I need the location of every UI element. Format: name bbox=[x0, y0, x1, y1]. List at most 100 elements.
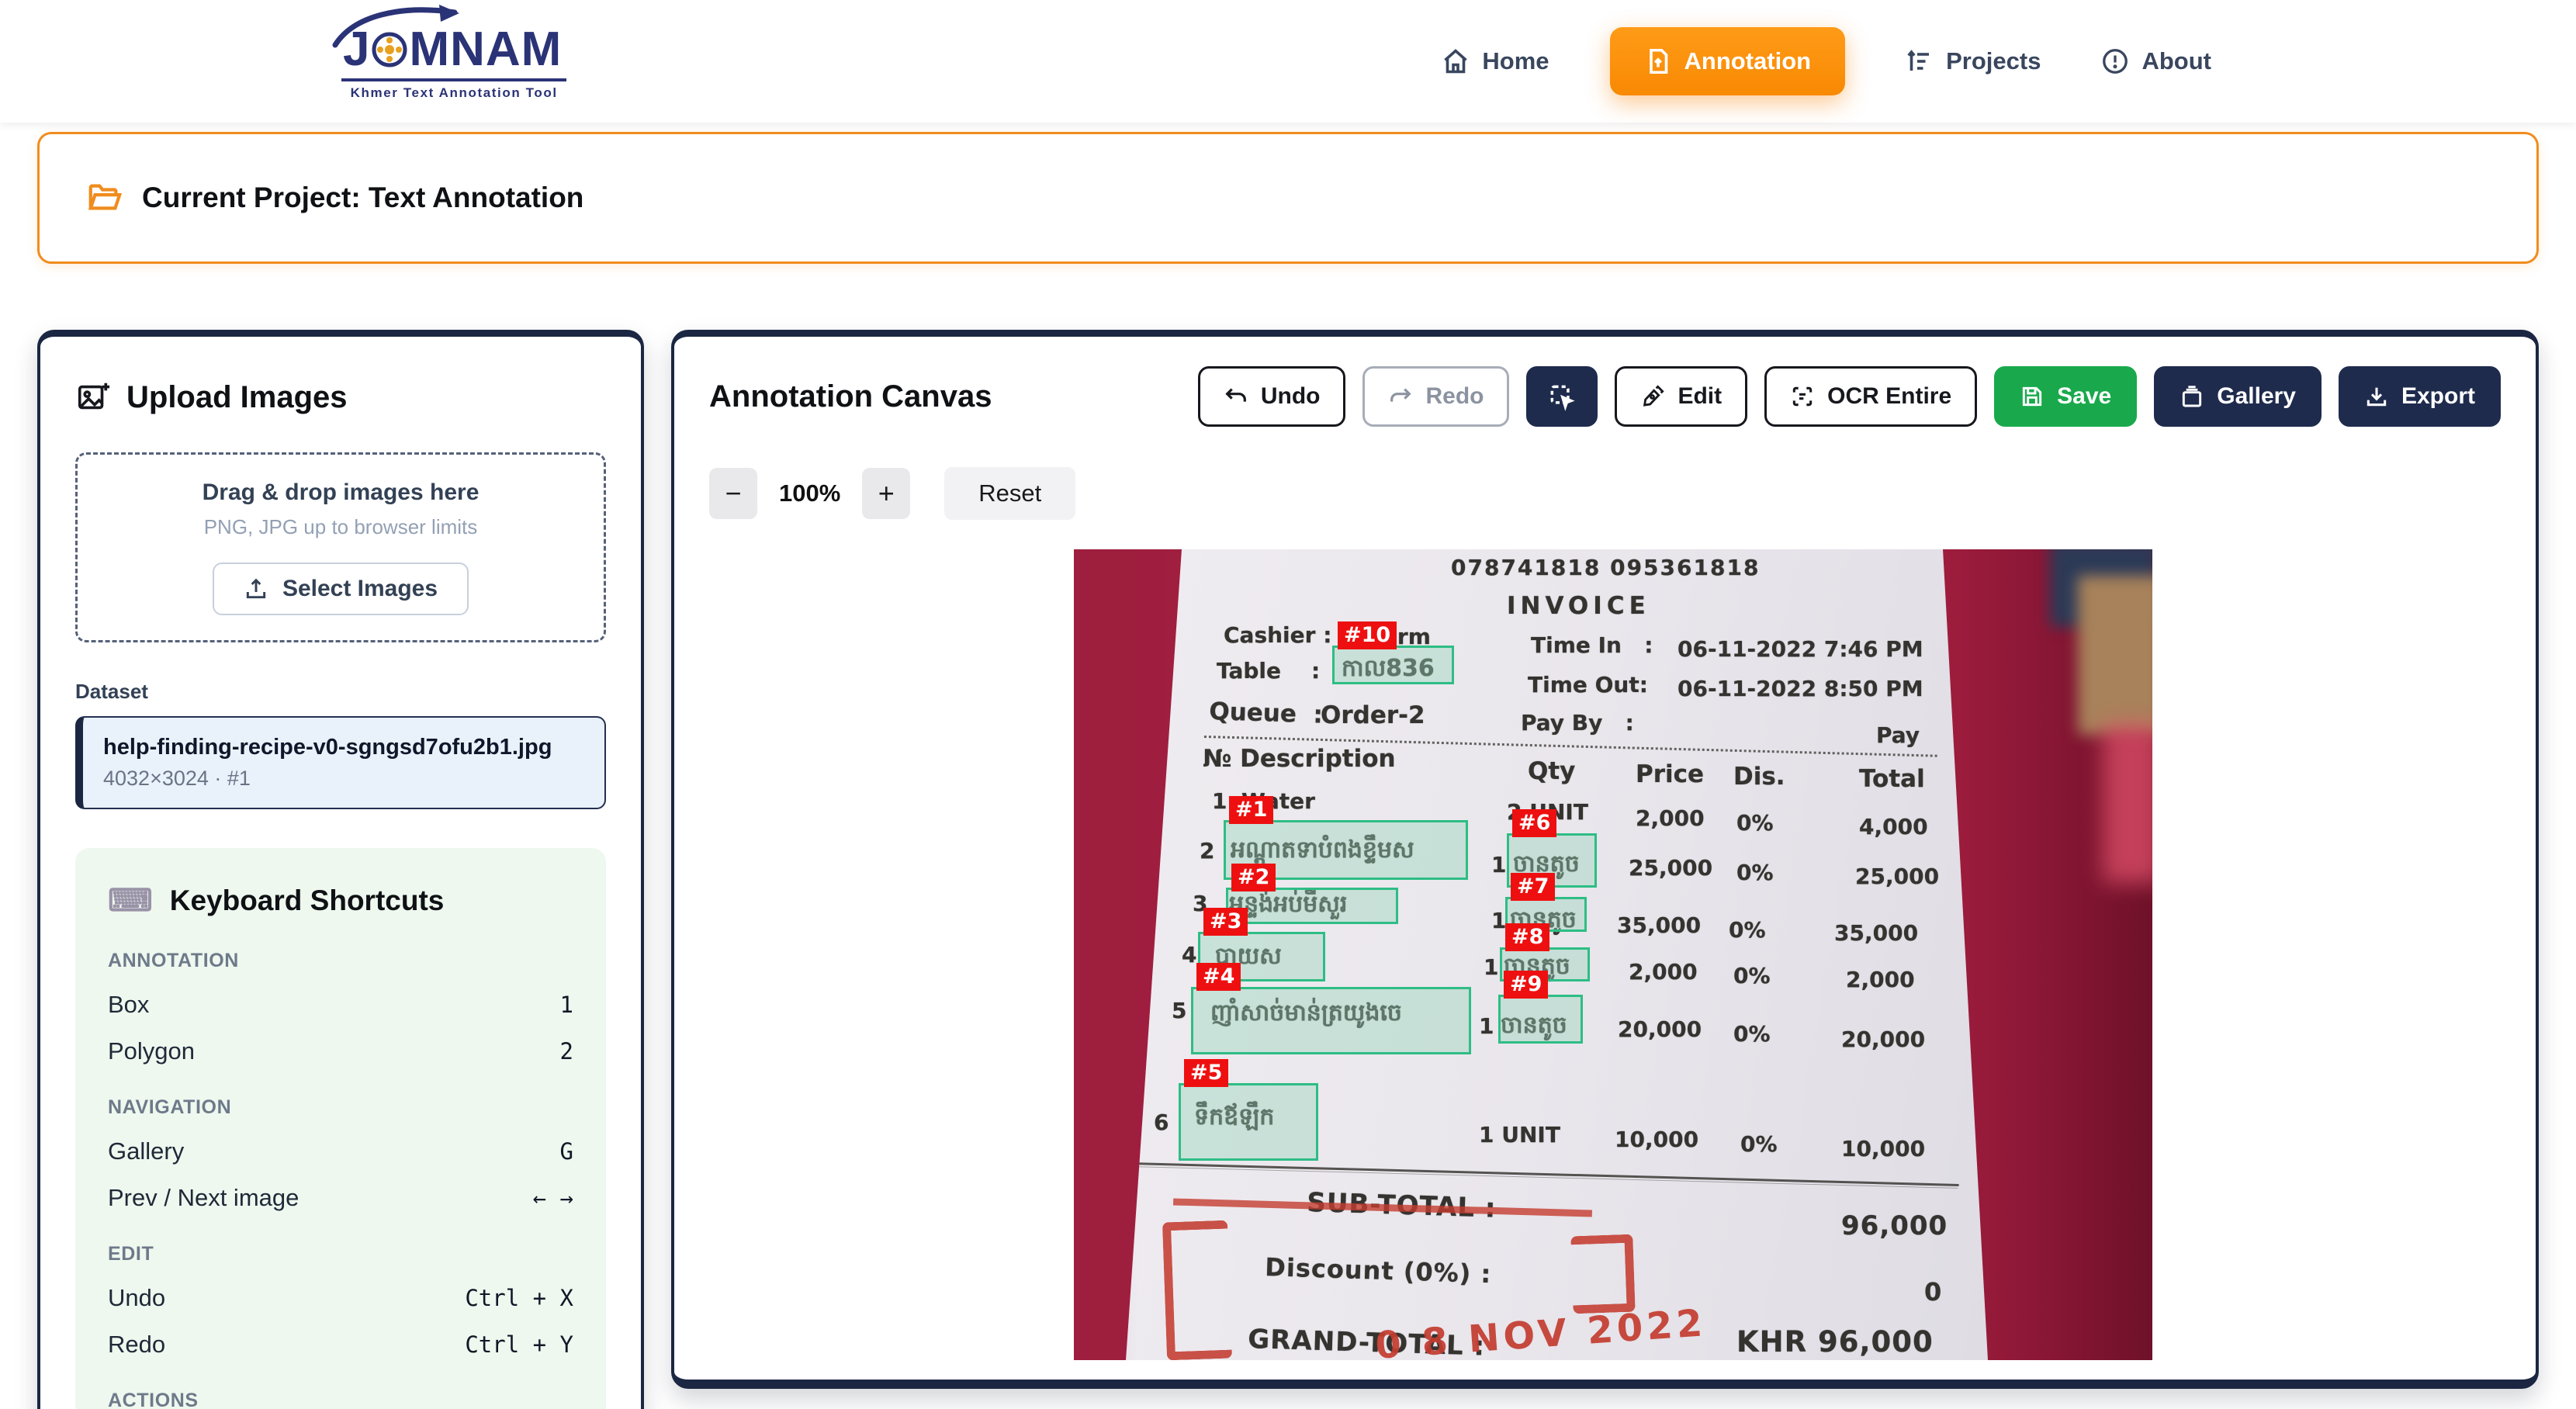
shortcut-section-annotation: ANNOTATION bbox=[108, 950, 239, 971]
app-logo[interactable]: J MNAM Khmer Text Annotation Tool bbox=[332, 5, 567, 101]
receipt-col-dis: Dis. bbox=[1733, 763, 1785, 791]
receipt-cell: 2,000 bbox=[1629, 959, 1698, 985]
nav-menu: Home Annotation Projects About bbox=[1442, 27, 2211, 95]
pen-nib-icon bbox=[1643, 385, 1665, 407]
shortcut-row: Box 1 bbox=[108, 991, 573, 1019]
nav-item-annotation[interactable]: Annotation bbox=[1609, 27, 1846, 95]
annotation-box[interactable] bbox=[1498, 995, 1583, 1044]
logo-swoosh-arrow-icon bbox=[331, 2, 486, 48]
photo-background-object bbox=[2078, 576, 2152, 735]
annotation-tag[interactable]: #1 bbox=[1229, 796, 1274, 824]
receipt-cashier-label: Cashier : bbox=[1224, 622, 1332, 648]
receipt-cell: 1 bbox=[1484, 954, 1499, 980]
stamp-mark bbox=[1172, 1198, 1593, 1217]
select-images-button[interactable]: Select Images bbox=[212, 563, 469, 615]
dataset-file-meta: 4032×3024 · #1 bbox=[103, 767, 251, 790]
receipt-cell: 2 bbox=[1200, 838, 1215, 864]
annotation-box[interactable] bbox=[1198, 932, 1325, 981]
logo-letters-mnam: MNAM bbox=[409, 23, 563, 76]
receipt-cell: 0% bbox=[1740, 1131, 1778, 1157]
select-images-label: Select Images bbox=[282, 576, 438, 601]
redo-button[interactable]: Redo bbox=[1362, 366, 1510, 427]
export-button[interactable]: Export bbox=[2338, 366, 2501, 427]
receipt-queue-value: Order-2 bbox=[1321, 701, 1425, 729]
annotation-tag[interactable]: #9 bbox=[1504, 971, 1549, 999]
zoom-out-button[interactable]: − bbox=[709, 468, 757, 519]
annotation-image-canvas[interactable]: 078741818 095361818 INVOICE Cashier : ar… bbox=[1074, 549, 2152, 1360]
receipt-grandtotal-value: KHR 96,000 bbox=[1736, 1325, 1934, 1359]
shortcut-label: Box bbox=[108, 991, 150, 1018]
save-button[interactable]: Save bbox=[1994, 366, 2138, 427]
shortcut-key: 2 bbox=[559, 1038, 573, 1065]
receipt-col-qty: Qty bbox=[1528, 757, 1576, 785]
receipt-cell: 35,000 bbox=[1617, 912, 1702, 938]
receipt-cell: 6 bbox=[1154, 1110, 1169, 1135]
stamp-date: 0 8 NOV 2022 bbox=[1373, 1301, 1708, 1360]
shortcut-row: Prev / Next image ← → bbox=[108, 1184, 573, 1212]
receipt-timein-label: Time In : bbox=[1531, 632, 1653, 658]
save-icon bbox=[2023, 386, 2042, 407]
annotation-tag[interactable]: #8 bbox=[1505, 923, 1550, 951]
receipt-cell: 25,000 bbox=[1629, 855, 1713, 881]
annotation-tag[interactable]: #5 bbox=[1184, 1059, 1229, 1087]
dataset-file-item[interactable]: help-finding-recipe-v0-sgngsd7ofu2b1.jpg… bbox=[75, 716, 606, 809]
receipt-cell: 20,000 bbox=[1618, 1016, 1702, 1042]
dropzone-hint: PNG, JPG up to browser limits bbox=[203, 515, 478, 538]
redo-icon bbox=[1390, 388, 1412, 402]
undo-button[interactable]: Undo bbox=[1197, 366, 1346, 427]
ocr-scan-icon bbox=[1792, 386, 1813, 407]
about-info-icon bbox=[2103, 49, 2128, 74]
dropzone[interactable]: Drag & drop images here PNG, JPG up to b… bbox=[75, 452, 606, 642]
receipt-col-total: Total bbox=[1859, 765, 1925, 793]
annotation-tag[interactable]: #7 bbox=[1511, 873, 1556, 901]
photo-background-object bbox=[2103, 724, 2152, 883]
annotation-box[interactable] bbox=[1226, 888, 1398, 924]
receipt-cell: 2,000 bbox=[1846, 967, 1915, 992]
logo-subtitle: Khmer Text Annotation Tool bbox=[350, 85, 558, 100]
nav-item-projects[interactable]: Projects bbox=[1906, 47, 2041, 75]
select-tool-button[interactable] bbox=[1526, 366, 1598, 427]
keyboard-icon: ⌨ bbox=[108, 884, 153, 918]
receipt-timeout-label: Time Out: bbox=[1528, 672, 1648, 698]
receipt-col-price: Price bbox=[1636, 760, 1705, 788]
undo-label: Undo bbox=[1260, 383, 1321, 409]
shortcut-label: Polygon bbox=[108, 1037, 196, 1065]
nav-label-annotation: Annotation bbox=[1684, 47, 1812, 74]
zoom-in-button[interactable]: + bbox=[862, 468, 911, 519]
receipt-cell: 4 bbox=[1182, 942, 1197, 968]
receipt-paper: 078741818 095361818 INVOICE Cashier : ar… bbox=[1126, 549, 1988, 1360]
annotation-tag[interactable]: #4 bbox=[1196, 963, 1241, 991]
nav-item-home[interactable]: Home bbox=[1442, 47, 1549, 75]
shortcut-key: ← → bbox=[532, 1185, 573, 1211]
navbar: J MNAM Khmer Text Annotation Tool Home A bbox=[0, 0, 2576, 123]
annotation-tag[interactable]: #2 bbox=[1231, 864, 1276, 891]
nav-item-about[interactable]: About bbox=[2101, 47, 2211, 75]
nav-label-about: About bbox=[2141, 47, 2211, 74]
ocr-entire-label: OCR Entire bbox=[1827, 383, 1952, 409]
canvas-toolbar: Undo Redo Edit OCR Entire bbox=[1197, 366, 2501, 427]
select-tool-icon bbox=[1551, 385, 1576, 411]
gallery-button[interactable]: Gallery bbox=[2154, 366, 2322, 427]
edit-button[interactable]: Edit bbox=[1615, 366, 1748, 427]
annotation-box[interactable] bbox=[1191, 987, 1471, 1054]
shortcut-label: Undo bbox=[108, 1284, 166, 1311]
receipt-discount-label: Discount (0%) : bbox=[1264, 1252, 1492, 1290]
annotation-tag[interactable]: #6 bbox=[1512, 809, 1557, 837]
annotation-box[interactable] bbox=[1332, 646, 1454, 684]
receipt-cell: 10,000 bbox=[1841, 1136, 1926, 1161]
receipt-timeout-value: 06-11-2022 8:50 PM bbox=[1678, 676, 1923, 701]
upload-icon bbox=[246, 578, 266, 599]
receipt-cell: 4,000 bbox=[1859, 814, 1928, 840]
shortcut-row: Polygon 2 bbox=[108, 1037, 573, 1065]
zoom-reset-button[interactable]: Reset bbox=[944, 467, 1076, 520]
shortcut-key: 1 bbox=[559, 992, 573, 1018]
annotation-doc-icon bbox=[1649, 48, 1667, 74]
folder-open-icon bbox=[88, 184, 122, 210]
annotation-box[interactable] bbox=[1179, 1083, 1318, 1161]
annotation-tag[interactable]: #3 bbox=[1203, 908, 1248, 936]
receipt-cell: 25,000 bbox=[1855, 864, 1940, 889]
ocr-entire-button[interactable]: OCR Entire bbox=[1764, 366, 1978, 427]
nav-label-home: Home bbox=[1482, 47, 1549, 74]
annotation-tag[interactable]: #10 bbox=[1338, 621, 1397, 649]
receipt-cell: 1 bbox=[1491, 852, 1507, 878]
